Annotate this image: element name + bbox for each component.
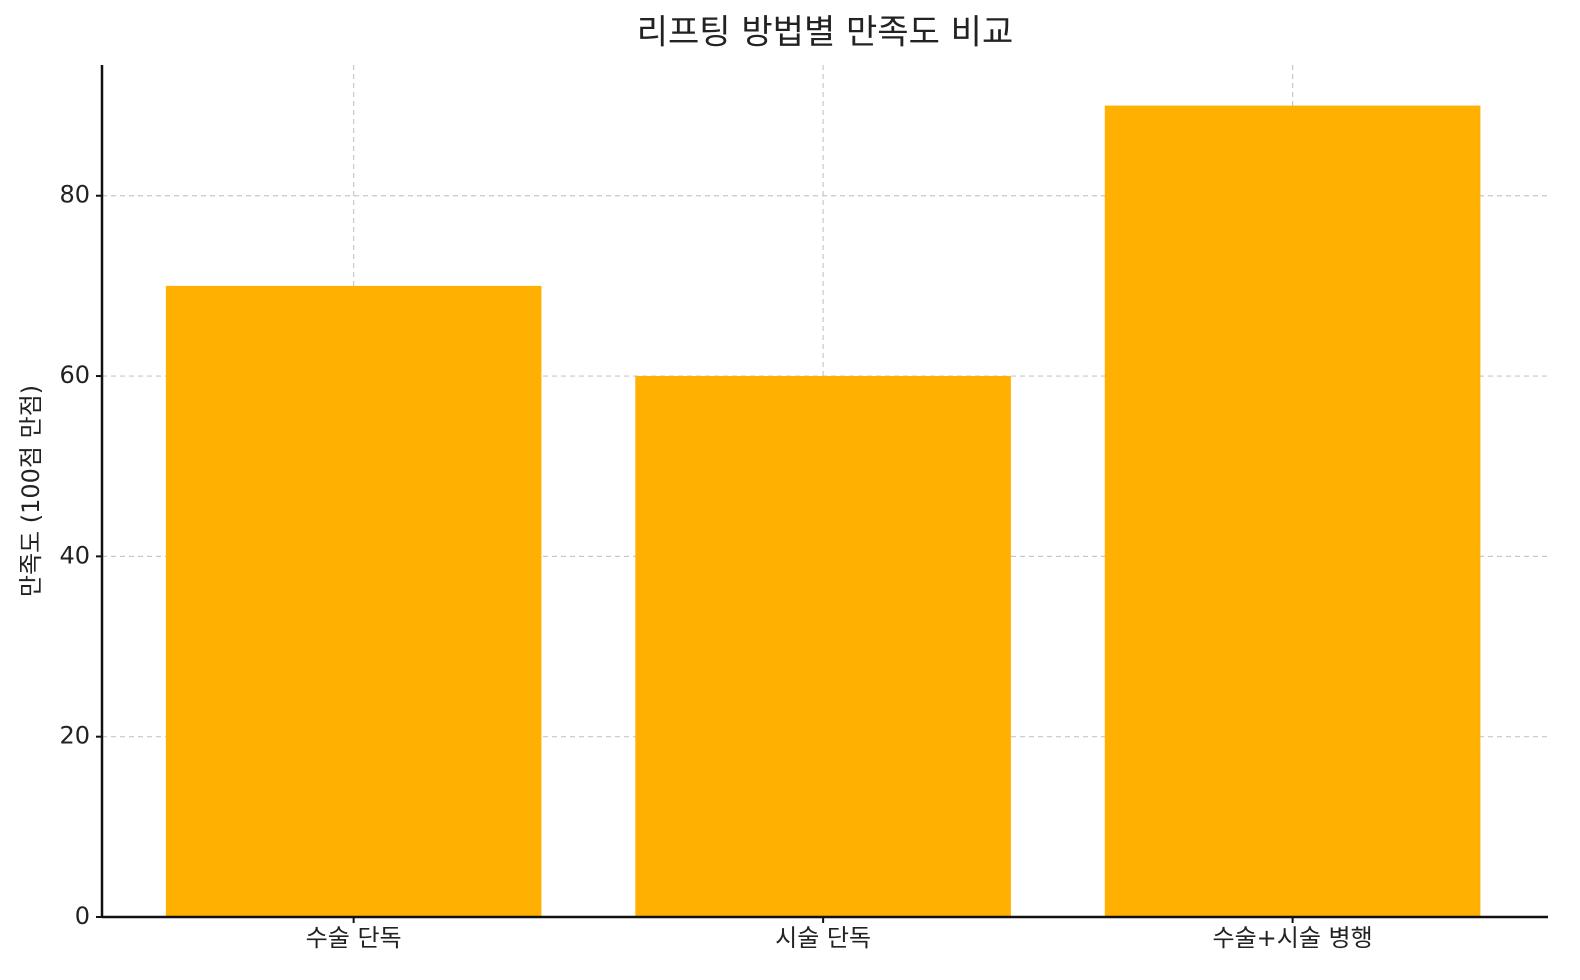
y-tick-label: 60 — [59, 361, 90, 389]
x-tick-label: 시술 단독 — [775, 924, 871, 952]
x-tick-label: 수술+시술 병행 — [1212, 924, 1372, 952]
y-axis-label: 만족도 (100점 만점) — [17, 385, 45, 597]
bar — [165, 285, 542, 917]
y-tick-label: 0 — [75, 902, 90, 930]
y-tick-label: 40 — [59, 541, 90, 569]
chart-title: 리프팅 방법별 만족도 비교 — [637, 13, 1014, 53]
y-tick-label: 80 — [59, 181, 90, 209]
bar — [635, 376, 1011, 917]
x-tick-label: 수술 단독 — [306, 924, 402, 952]
bar — [1104, 105, 1481, 918]
y-tick-label: 20 — [59, 722, 90, 750]
